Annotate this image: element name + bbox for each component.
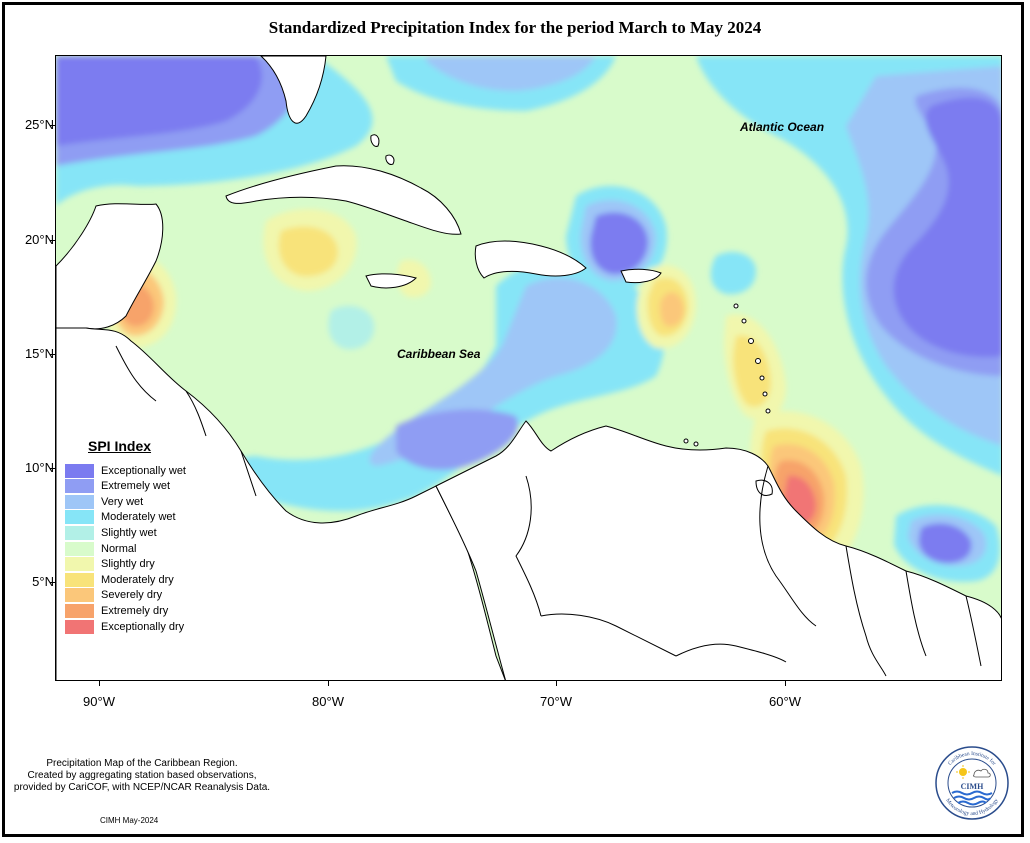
x-tick-mark [785,681,786,686]
legend-swatch [65,479,94,494]
y-tick-label: 20°N [24,232,54,247]
legend-label: Moderately dry [101,573,174,586]
legend-label: Exceptionally wet [101,464,186,477]
x-tick-mark [99,681,100,686]
legend-item: Extremely dry [65,603,168,618]
legend-swatch [65,557,94,572]
map-description: Precipitation Map of the Caribbean Regio… [8,758,276,794]
legend-item: Moderately wet [65,510,176,525]
legend-swatch [65,541,94,556]
wave-icon [951,790,993,796]
legend-title: SPI Index [88,438,152,454]
x-tick-label: 80°W [312,694,344,709]
x-tick-mark [328,681,329,686]
legend-label: Moderately wet [101,511,176,524]
legend-swatch [65,494,94,509]
y-tick-mark [50,468,55,469]
legend-item: Normal [65,541,136,556]
legend-item: Slightly wet [65,525,157,540]
x-tick-label: 70°W [540,694,572,709]
x-tick-label: 60°W [769,694,801,709]
legend-label: Slightly dry [101,558,155,571]
legend-label: Extremely dry [101,604,169,617]
legend-label: Severely dry [101,589,163,602]
legend-item: Very wet [65,494,143,509]
legend-item: Severely dry [65,588,162,603]
spi-map [55,55,1002,681]
legend-item: Exceptionally dry [65,619,184,634]
legend-swatch [65,572,94,587]
description-line-2: Created by aggregating station based obs… [27,770,257,781]
map-title: Standardized Precipitation Index for the… [268,18,762,37]
y-tick-mark [50,582,55,583]
caribbean-sea-label: Caribbean Sea [397,347,481,361]
legend-label: Normal [101,542,137,555]
legend-item: Moderately dry [65,572,174,587]
y-tick-label: 25°N [24,117,54,132]
x-tick-mark [556,681,557,686]
y-tick-label: 5°N [32,574,54,589]
legend-swatch [65,510,94,525]
sun-icon [959,768,967,776]
logo-text: CIMH [961,782,984,791]
description-line-1: Precipitation Map of the Caribbean Regio… [46,758,238,769]
legend-swatch [65,525,94,540]
legend-item: Exceptionally wet [65,463,186,478]
cimh-logo: Caribbean Institute for Meteorology and … [934,745,1010,821]
atlantic-ocean-label: Atlantic Ocean [740,120,825,134]
y-tick-label: 15°N [24,346,54,361]
country-borders [115,345,982,677]
description-line-3: provided by CariCOF, with NCEP/NCAR Rean… [13,782,271,793]
spi-map-svg [56,56,1001,680]
legend-label: Exceptionally dry [101,620,185,633]
legend-label: Very wet [101,495,144,508]
legend-swatch [65,603,94,618]
legend-swatch [65,588,94,603]
legend-swatch [65,463,94,478]
credit-text: CIMH May-2024 [100,816,159,825]
y-tick-mark [50,125,55,126]
x-tick-label: 90°W [83,694,115,709]
cloud-icon [973,768,991,778]
legend-swatch [65,619,94,634]
legend-item: Slightly dry [65,557,155,572]
y-tick-label: 10°N [24,460,54,475]
legend-item: Extremely wet [65,479,170,494]
y-tick-mark [50,240,55,241]
legend-label: Extremely wet [101,480,171,493]
legend-label: Slightly wet [101,526,157,539]
y-tick-mark [50,354,55,355]
